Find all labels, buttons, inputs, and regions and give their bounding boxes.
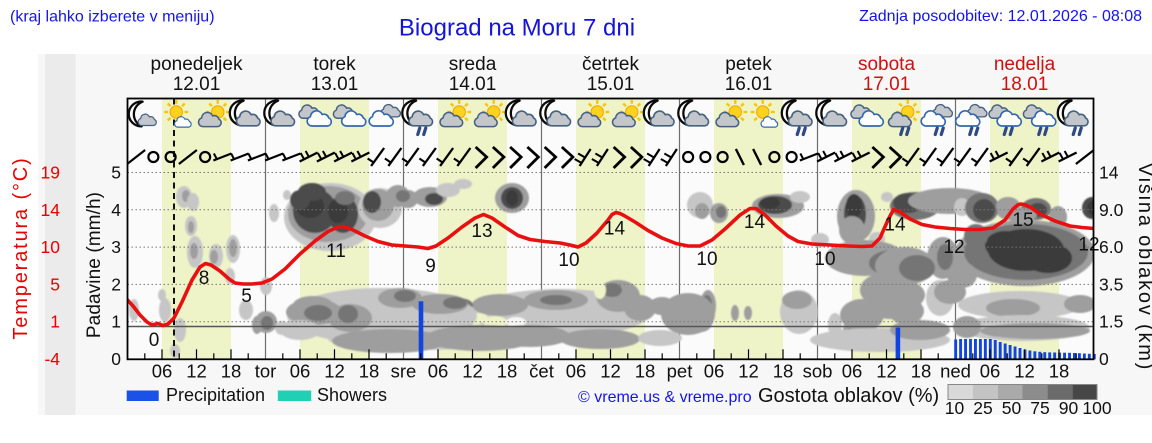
svg-text:18: 18 [221,360,242,381]
svg-text:3: 3 [111,237,121,257]
svg-text:12.01: 12.01 [173,74,221,95]
svg-text:14.01: 14.01 [449,74,497,95]
svg-text:torek: torek [313,54,356,75]
svg-text:17.01: 17.01 [863,74,911,95]
svg-text:četrtek: četrtek [582,54,640,75]
svg-text:Temperatura (°C): Temperatura (°C) [10,156,32,339]
svg-text:© vreme.us & vreme.pro: © vreme.us & vreme.pro [578,389,752,406]
svg-text:14: 14 [41,200,61,220]
svg-text:06: 06 [428,360,449,381]
svg-text:Gostota oblakov (%): Gostota oblakov (%) [758,385,939,407]
svg-text:12: 12 [600,360,621,381]
svg-text:12: 12 [1078,235,1099,256]
svg-text:15.01: 15.01 [587,74,635,95]
svg-text:0: 0 [111,349,121,369]
svg-text:12: 12 [738,360,759,381]
svg-text:06: 06 [704,360,725,381]
svg-text:čet: čet [529,360,554,381]
svg-text:18.01: 18.01 [1001,74,1049,95]
svg-text:18: 18 [1049,360,1070,381]
svg-text:1.5: 1.5 [1099,312,1123,332]
svg-text:10: 10 [41,237,61,257]
svg-text:12: 12 [876,360,897,381]
svg-text:petek: petek [725,54,772,75]
svg-text:90: 90 [1059,398,1079,418]
svg-text:5: 5 [241,286,252,307]
svg-text:12: 12 [943,237,964,258]
svg-text:16.01: 16.01 [725,74,773,95]
svg-text:6.0: 6.0 [1099,237,1124,257]
svg-text:Višina oblakov (km): Višina oblakov (km) [1134,163,1152,371]
svg-text:pet: pet [667,360,693,381]
svg-text:5: 5 [111,163,121,183]
svg-text:(kraj lahko izberete v meniju): (kraj lahko izberete v meniju) [10,9,215,26]
svg-text:1: 1 [50,312,60,332]
svg-text:10: 10 [558,250,579,271]
svg-text:sob: sob [803,360,833,381]
svg-text:9: 9 [425,256,436,277]
svg-text:tor: tor [255,360,277,381]
svg-text:Precipitation: Precipitation [166,385,265,405]
svg-text:14: 14 [744,212,766,233]
svg-text:50: 50 [1002,398,1022,418]
svg-text:100: 100 [1082,398,1111,418]
svg-text:0: 0 [1099,349,1109,369]
svg-text:14: 14 [1099,163,1119,183]
svg-text:Biograd na Moru 7 dni: Biograd na Moru 7 dni [399,15,635,42]
svg-text:12: 12 [324,360,345,381]
svg-text:0: 0 [149,330,160,351]
svg-text:11: 11 [326,241,346,262]
svg-text:18: 18 [359,360,380,381]
svg-text:06: 06 [152,360,173,381]
svg-text:25: 25 [973,398,992,418]
svg-text:12: 12 [462,360,483,381]
svg-text:18: 18 [911,360,932,381]
svg-text:nedelja: nedelja [994,54,1056,75]
svg-text:3.5: 3.5 [1099,274,1123,294]
svg-text:06: 06 [290,360,311,381]
svg-text:14: 14 [884,215,906,236]
svg-text:10: 10 [814,249,835,270]
svg-text:13: 13 [471,221,492,242]
svg-text:5: 5 [50,274,60,294]
svg-text:Showers: Showers [317,385,387,405]
svg-text:18: 18 [497,360,518,381]
svg-text:-4: -4 [44,349,60,369]
svg-text:sre: sre [391,360,417,381]
svg-text:13.01: 13.01 [311,74,359,95]
svg-text:8: 8 [199,268,210,289]
svg-text:sobota: sobota [858,54,915,75]
svg-text:Zadnja posodobitev: 12.01.2026: Zadnja posodobitev: 12.01.2026 - 08:08 [859,8,1142,25]
svg-text:14: 14 [604,219,626,240]
svg-text:10: 10 [696,249,717,270]
svg-text:18: 18 [635,360,656,381]
svg-text:2: 2 [111,274,121,294]
svg-text:12: 12 [186,360,207,381]
svg-text:10: 10 [945,398,965,418]
svg-text:Padavine (mm/h): Padavine (mm/h) [84,192,105,338]
svg-text:sreda: sreda [449,54,497,75]
svg-text:15: 15 [1012,210,1033,231]
svg-text:ned: ned [940,360,971,381]
svg-text:12: 12 [1014,360,1035,381]
svg-text:9.0: 9.0 [1099,200,1124,220]
svg-text:18: 18 [773,360,794,381]
svg-text:06: 06 [566,360,587,381]
svg-text:ponedeljek: ponedeljek [151,54,243,75]
svg-text:06: 06 [980,360,1001,381]
svg-text:4: 4 [111,200,121,220]
svg-text:1: 1 [111,312,121,332]
svg-text:75: 75 [1030,398,1049,418]
svg-text:06: 06 [842,360,863,381]
svg-text:19: 19 [41,163,60,183]
